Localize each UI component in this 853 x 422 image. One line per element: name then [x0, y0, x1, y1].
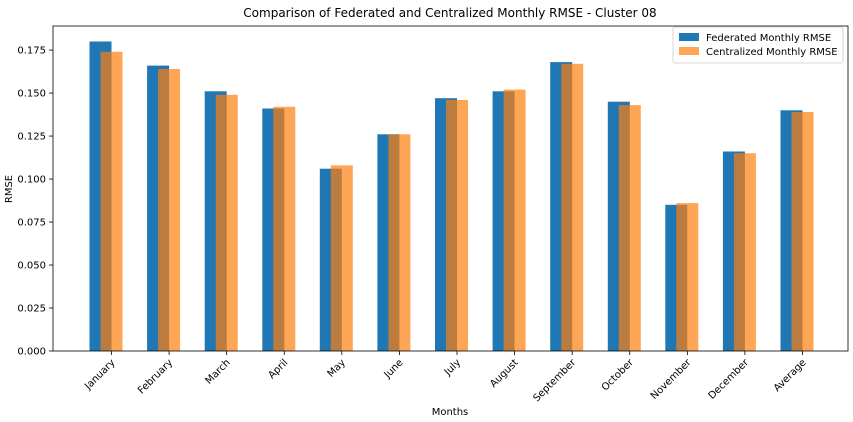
- bar-centralized-october: [618, 105, 641, 351]
- y-tick-label: 0.175: [17, 46, 46, 57]
- y-tick-label: 0.000: [17, 347, 46, 358]
- x-tick-label-april: April: [266, 357, 290, 381]
- bar-centralized-december: [733, 153, 756, 351]
- bar-centralized-june: [388, 134, 411, 351]
- bar-centralized-september: [561, 63, 584, 352]
- bar-centralized-average: [791, 112, 814, 351]
- x-tick-label-july: July: [442, 357, 463, 378]
- legend-box: [672, 26, 844, 64]
- x-tick-label-march: March: [203, 357, 232, 386]
- legend-swatch-federated: [679, 33, 699, 41]
- plot-frame: [52, 25, 849, 352]
- x-tick-label-may: May: [326, 357, 348, 379]
- legend-swatch-centralized: [679, 47, 699, 55]
- bar-centralized-february: [158, 69, 181, 351]
- bar-centralized-april: [273, 106, 296, 351]
- x-tick-label-september: September: [531, 357, 578, 404]
- x-tick-label-february: February: [136, 357, 175, 396]
- bar-centralized-march: [215, 94, 238, 352]
- legend: Federated Monthly RMSE Centralized Monthl…: [672, 26, 844, 64]
- plot-area: 0.000 0.025 0.050 0.075 0.100 0.125 0.150 0.175…: [17, 25, 849, 404]
- x-tick-label-average: Average: [772, 357, 809, 394]
- x-tick-label-august: August: [488, 357, 521, 390]
- y-tick-label: 0.075: [17, 218, 46, 229]
- legend-label-federated: Federated Monthly RMSE: [706, 33, 831, 44]
- y-tick-label: 0.025: [17, 304, 46, 315]
- bar-centralized-january: [100, 51, 123, 352]
- legend-label-centralized: Centralized Monthly RMSE: [706, 47, 838, 58]
- bar-centralized-july: [446, 99, 468, 352]
- x-tick-label-october: October: [600, 357, 637, 394]
- x-tick-label-december: December: [707, 357, 752, 402]
- y-tick-label: 0.100: [17, 175, 46, 186]
- x-tick-label-june: June: [382, 357, 406, 381]
- chart-title: Comparison of Federated and Centralized …: [243, 6, 656, 20]
- bar-centralized-august: [503, 89, 526, 351]
- x-tick-label-january: January: [82, 357, 117, 392]
- y-tick-label: 0.050: [17, 261, 46, 272]
- y-axis-label: RMSE: [4, 175, 15, 203]
- bar-centralized-may: [330, 165, 353, 351]
- x-tick-label-november: November: [649, 357, 694, 402]
- y-tick-label: 0.125: [17, 132, 46, 143]
- bar-centralized-november: [676, 203, 699, 351]
- x-axis-label: Months: [432, 407, 469, 418]
- y-tick-label: 0.150: [17, 89, 46, 100]
